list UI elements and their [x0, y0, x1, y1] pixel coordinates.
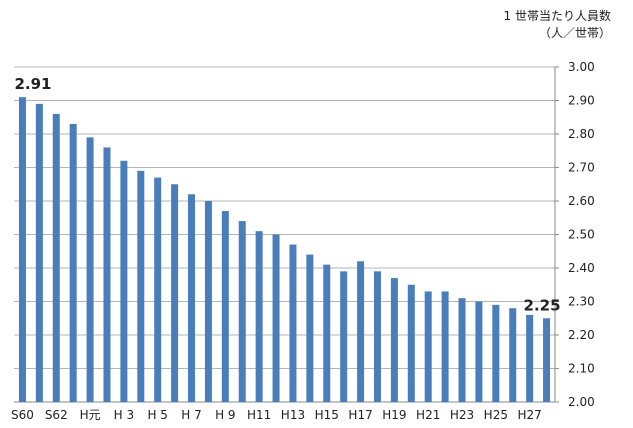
- bar: [120, 160, 128, 402]
- bar: [35, 103, 43, 402]
- bar: [373, 271, 381, 402]
- y-tick-label: 2.50: [568, 228, 595, 242]
- bar: [492, 304, 500, 402]
- bar: [407, 284, 415, 402]
- x-tick-label: S62: [45, 408, 68, 422]
- x-tick-label: H 9: [215, 408, 235, 422]
- x-tick-label: H17: [348, 408, 372, 422]
- y-tick-label: 2.40: [568, 261, 595, 275]
- bar: [306, 254, 314, 402]
- bar: [458, 298, 466, 402]
- bar: [204, 201, 212, 402]
- bar: [272, 234, 280, 402]
- bar: [390, 278, 398, 402]
- bar: [171, 184, 179, 402]
- x-tick-label: H25: [484, 408, 508, 422]
- y-tick-label: 3.00: [568, 60, 595, 74]
- y-tick-label: 2.80: [568, 127, 595, 141]
- bar: [238, 221, 246, 402]
- y-tick-label: 2.70: [568, 161, 595, 175]
- y-tick-label: 2.00: [568, 395, 595, 409]
- bar: [543, 318, 551, 402]
- x-tick-label: H19: [382, 408, 406, 422]
- x-tick-label: S60: [11, 408, 34, 422]
- unit-label-line1: 1 世帯当たり人員数: [503, 9, 611, 23]
- y-tick-label: 2.10: [568, 362, 595, 376]
- bar: [86, 137, 94, 402]
- x-tick-label: H15: [315, 408, 339, 422]
- unit-label-line2: （人／世帯）: [538, 26, 611, 40]
- data-label: 2.91: [14, 75, 51, 93]
- bar: [509, 308, 517, 402]
- bar: [357, 261, 365, 402]
- bar: [18, 97, 26, 403]
- bar: [255, 231, 263, 402]
- y-tick-label: 2.30: [568, 295, 595, 309]
- bar: [103, 147, 111, 402]
- bar: [154, 177, 162, 402]
- bar: [137, 170, 145, 402]
- bar: [188, 194, 196, 402]
- bar: [424, 291, 432, 402]
- x-tick-label: H27: [517, 408, 541, 422]
- bar: [441, 291, 449, 402]
- y-tick-label: 2.90: [568, 94, 595, 108]
- bar: [52, 113, 60, 403]
- bar: [340, 271, 348, 402]
- bar: [475, 301, 483, 402]
- x-tick-label: H 3: [114, 408, 134, 422]
- data-label: 2.25: [524, 296, 561, 314]
- bar: [289, 244, 297, 402]
- x-tick-label: H 7: [181, 408, 201, 422]
- bar: [69, 123, 77, 402]
- x-tick-label: H11: [247, 408, 271, 422]
- x-tick-label: H 5: [147, 408, 167, 422]
- bar: [323, 264, 331, 402]
- x-tick-label: H23: [450, 408, 474, 422]
- x-tick-label: H13: [281, 408, 305, 422]
- y-tick-label: 2.20: [568, 328, 595, 342]
- y-tick-label: 2.60: [568, 194, 595, 208]
- bar: [221, 211, 229, 402]
- x-tick-label: H元: [80, 408, 101, 422]
- bar: [526, 314, 534, 402]
- x-tick-label: H21: [416, 408, 440, 422]
